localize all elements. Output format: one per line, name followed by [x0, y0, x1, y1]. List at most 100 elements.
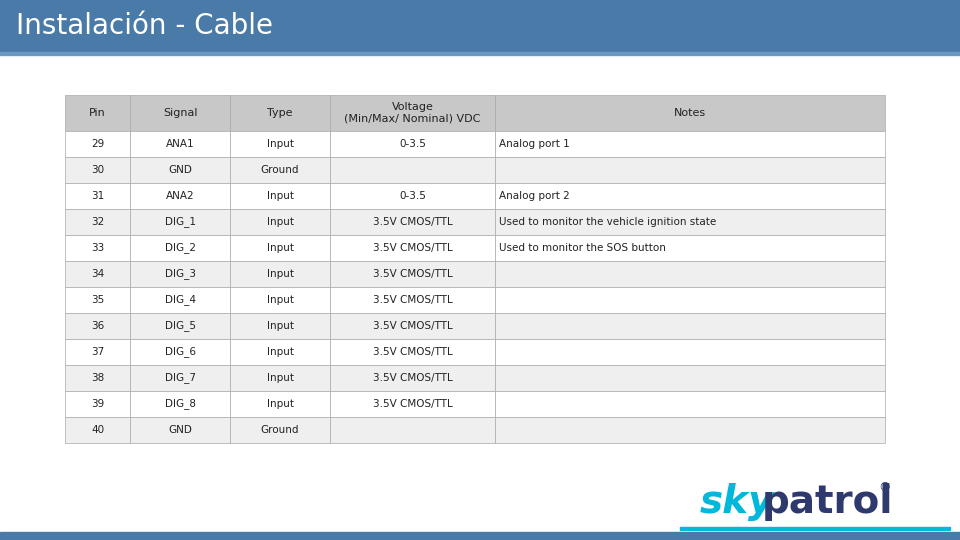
- Bar: [495, 157, 885, 183]
- Text: ANA2: ANA2: [166, 191, 194, 201]
- Bar: [130, 183, 230, 209]
- Bar: [130, 417, 230, 443]
- Bar: [330, 313, 495, 339]
- Bar: [65, 95, 130, 131]
- Bar: [130, 157, 230, 183]
- Bar: [65, 365, 130, 391]
- Bar: [230, 417, 330, 443]
- Text: 38: 38: [91, 373, 104, 383]
- Bar: [495, 95, 885, 131]
- Bar: [65, 287, 130, 313]
- Text: 31: 31: [91, 191, 104, 201]
- Bar: [230, 95, 330, 131]
- Bar: [230, 209, 330, 235]
- Text: Used to monitor the vehicle ignition state: Used to monitor the vehicle ignition sta…: [499, 217, 716, 227]
- Text: Input: Input: [267, 217, 294, 227]
- Text: GND: GND: [168, 425, 192, 435]
- Bar: [65, 417, 130, 443]
- Bar: [330, 157, 495, 183]
- Bar: [230, 339, 330, 365]
- Text: Input: Input: [267, 321, 294, 331]
- Bar: [230, 157, 330, 183]
- Text: DIG_1: DIG_1: [164, 217, 196, 227]
- Bar: [0, 52, 960, 55]
- Bar: [330, 391, 495, 417]
- Text: GND: GND: [168, 165, 192, 175]
- Bar: [495, 183, 885, 209]
- Bar: [0, 0, 960, 52]
- Text: Notes: Notes: [674, 108, 706, 118]
- Bar: [130, 261, 230, 287]
- Text: Input: Input: [267, 347, 294, 357]
- Bar: [495, 131, 885, 157]
- Bar: [330, 131, 495, 157]
- Text: DIG_8: DIG_8: [164, 399, 196, 409]
- Bar: [330, 287, 495, 313]
- Text: 3.5V CMOS/TTL: 3.5V CMOS/TTL: [372, 217, 452, 227]
- Bar: [0, 532, 960, 540]
- Bar: [65, 235, 130, 261]
- Text: 33: 33: [91, 243, 104, 253]
- Bar: [330, 261, 495, 287]
- Bar: [65, 313, 130, 339]
- Text: 32: 32: [91, 217, 104, 227]
- Text: 34: 34: [91, 269, 104, 279]
- Bar: [330, 417, 495, 443]
- Text: Input: Input: [267, 399, 294, 409]
- Bar: [495, 417, 885, 443]
- Bar: [495, 391, 885, 417]
- Bar: [230, 313, 330, 339]
- Text: 3.5V CMOS/TTL: 3.5V CMOS/TTL: [372, 373, 452, 383]
- Bar: [330, 235, 495, 261]
- Bar: [130, 287, 230, 313]
- Bar: [330, 95, 495, 131]
- Bar: [680, 527, 950, 530]
- Text: patrol: patrol: [762, 483, 894, 521]
- Text: Input: Input: [267, 139, 294, 149]
- Text: 37: 37: [91, 347, 104, 357]
- Bar: [495, 339, 885, 365]
- Text: 3.5V CMOS/TTL: 3.5V CMOS/TTL: [372, 269, 452, 279]
- Bar: [130, 391, 230, 417]
- Bar: [65, 261, 130, 287]
- Text: DIG_6: DIG_6: [164, 347, 196, 357]
- Text: 40: 40: [91, 425, 104, 435]
- Text: Used to monitor the SOS button: Used to monitor the SOS button: [499, 243, 666, 253]
- Text: 3.5V CMOS/TTL: 3.5V CMOS/TTL: [372, 295, 452, 305]
- Text: 35: 35: [91, 295, 104, 305]
- Text: Analog port 2: Analog port 2: [499, 191, 569, 201]
- Text: Signal: Signal: [163, 108, 197, 118]
- Bar: [230, 131, 330, 157]
- Text: ANA1: ANA1: [166, 139, 194, 149]
- Text: 39: 39: [91, 399, 104, 409]
- Text: 0-3.5: 0-3.5: [399, 191, 426, 201]
- Bar: [65, 183, 130, 209]
- Text: DIG_2: DIG_2: [164, 242, 196, 253]
- Text: 3.5V CMOS/TTL: 3.5V CMOS/TTL: [372, 321, 452, 331]
- Text: Pin: Pin: [89, 108, 106, 118]
- Bar: [130, 339, 230, 365]
- Text: Input: Input: [267, 373, 294, 383]
- Bar: [130, 95, 230, 131]
- Bar: [495, 261, 885, 287]
- Bar: [130, 313, 230, 339]
- Text: DIG_3: DIG_3: [164, 268, 196, 280]
- Bar: [495, 313, 885, 339]
- Text: Analog port 1: Analog port 1: [499, 139, 569, 149]
- Bar: [495, 287, 885, 313]
- Bar: [495, 209, 885, 235]
- Bar: [230, 261, 330, 287]
- Bar: [65, 209, 130, 235]
- Text: 36: 36: [91, 321, 104, 331]
- Bar: [330, 209, 495, 235]
- Text: Ground: Ground: [261, 165, 300, 175]
- Bar: [65, 157, 130, 183]
- Text: Input: Input: [267, 295, 294, 305]
- Bar: [230, 365, 330, 391]
- Text: Input: Input: [267, 191, 294, 201]
- Text: Input: Input: [267, 269, 294, 279]
- Text: sky: sky: [700, 483, 775, 521]
- Bar: [495, 235, 885, 261]
- Bar: [330, 339, 495, 365]
- Bar: [230, 235, 330, 261]
